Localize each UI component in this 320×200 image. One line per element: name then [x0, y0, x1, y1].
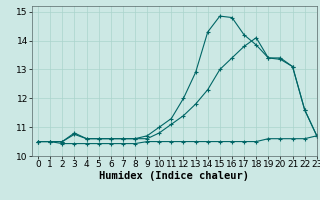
X-axis label: Humidex (Indice chaleur): Humidex (Indice chaleur) [100, 171, 249, 181]
